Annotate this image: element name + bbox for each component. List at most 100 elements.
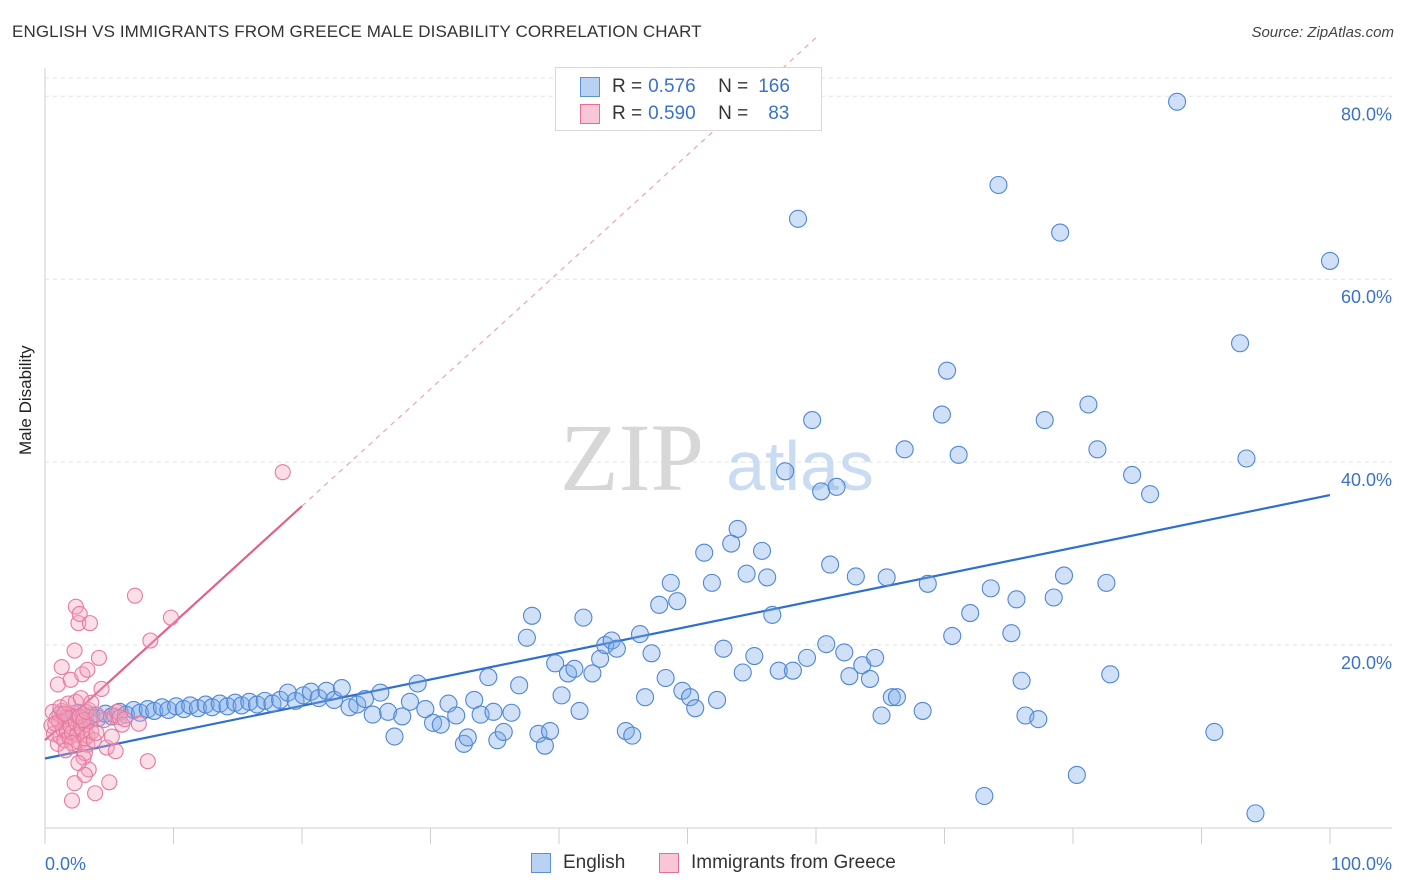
english-point	[522, 606, 542, 625]
english-point	[846, 567, 865, 586]
english-point	[1097, 573, 1116, 592]
english-point	[981, 579, 1000, 598]
english-point	[797, 648, 817, 667]
english-point	[949, 445, 968, 464]
greece-point	[74, 666, 91, 683]
english-point	[416, 700, 435, 719]
greece-point	[66, 642, 83, 659]
english-point	[1141, 485, 1160, 504]
english-swatch	[531, 853, 551, 873]
english-point	[686, 699, 705, 718]
english-point	[1101, 665, 1120, 684]
watermark-atlas: atlas	[726, 427, 874, 505]
english-point	[733, 663, 752, 682]
english-point	[1205, 722, 1224, 742]
english-point	[882, 688, 901, 707]
english-point	[393, 707, 412, 726]
greece-point	[76, 744, 93, 762]
greece-point	[67, 598, 84, 615]
y-tick-label: 80.0%	[1341, 104, 1392, 124]
n-value: 166	[758, 76, 790, 97]
english-point	[1067, 765, 1086, 785]
english-point	[783, 661, 802, 680]
english-point	[458, 728, 477, 747]
greece-point	[71, 605, 88, 623]
english-point	[332, 679, 351, 698]
english-point	[656, 668, 675, 688]
stats-legend-row-greece: R = 0.590 N = 83	[580, 102, 789, 126]
english-point	[728, 519, 747, 538]
greece-point	[93, 680, 110, 698]
english-point	[1044, 588, 1063, 607]
english-point	[371, 683, 390, 702]
english-point	[695, 543, 714, 562]
english-point	[877, 568, 896, 587]
greece-swatch	[580, 104, 600, 124]
english-point	[529, 724, 548, 743]
english-point	[552, 686, 571, 705]
greece-point	[72, 690, 90, 707]
greece-point	[130, 715, 147, 732]
greece-point	[142, 632, 159, 649]
english-point	[1231, 334, 1250, 353]
english-point	[752, 541, 772, 560]
english-point	[1246, 804, 1265, 823]
greece-point	[81, 615, 99, 632]
english-point	[484, 702, 503, 721]
greece-point	[162, 609, 179, 626]
axes-layer	[44, 68, 1392, 844]
english-point	[827, 477, 846, 496]
english-point	[1035, 411, 1054, 430]
greece-point	[107, 743, 124, 760]
y-tick-label: 40.0%	[1341, 470, 1392, 490]
english-point	[918, 574, 937, 593]
english-point	[708, 690, 727, 710]
watermark: ZIP atlas	[560, 404, 874, 511]
english-point	[763, 605, 782, 624]
english-swatch	[580, 77, 600, 97]
english-point	[596, 636, 615, 655]
english-point	[776, 462, 795, 481]
english-point	[570, 701, 589, 720]
greece-point	[101, 774, 118, 791]
english-point	[309, 689, 328, 708]
english-point	[961, 604, 980, 623]
x-tick-label: 0.0%	[45, 854, 86, 874]
stats-legend-row-english: R = 0.576 N = 166	[580, 75, 790, 99]
greece-point	[116, 711, 133, 728]
english-point	[379, 702, 398, 721]
legend-item-greece[interactable]: Immigrants from Greece	[659, 852, 896, 874]
english-point	[607, 639, 626, 658]
english-trendline	[44, 493, 1331, 760]
greece-point	[274, 464, 291, 481]
english-point	[355, 689, 375, 709]
y-tick-label: 20.0%	[1341, 653, 1392, 673]
watermark-zip: ZIP	[560, 404, 704, 511]
english-point	[424, 713, 443, 732]
english-point	[812, 482, 831, 501]
english-point	[583, 664, 602, 683]
n-label: N =	[718, 103, 749, 124]
english-point	[758, 568, 777, 587]
greece-point	[78, 703, 95, 720]
series-legend: English Immigrants from Greece	[0, 852, 1406, 878]
chart-title: ENGLISH VS IMMIGRANTS FROM GREECE MALE D…	[12, 22, 702, 41]
greece-swatch	[659, 853, 679, 873]
english-point	[1320, 251, 1340, 270]
english-point	[681, 688, 700, 707]
r-value: 0.576	[648, 76, 696, 97]
english-point	[363, 705, 382, 724]
greece-point	[88, 706, 105, 723]
legend-label-english: English	[563, 852, 626, 873]
legend-label-greece: Immigrants from Greece	[691, 852, 896, 873]
r-label: R =	[612, 76, 643, 97]
legend-item-english[interactable]: English	[531, 852, 625, 874]
english-point	[872, 706, 891, 725]
english-point	[540, 721, 560, 741]
n-label: N =	[718, 76, 749, 97]
r-value: 0.590	[648, 103, 696, 124]
greece-point	[56, 705, 73, 722]
english-point	[408, 674, 427, 693]
english-point	[1168, 92, 1187, 111]
english-point	[769, 661, 788, 680]
